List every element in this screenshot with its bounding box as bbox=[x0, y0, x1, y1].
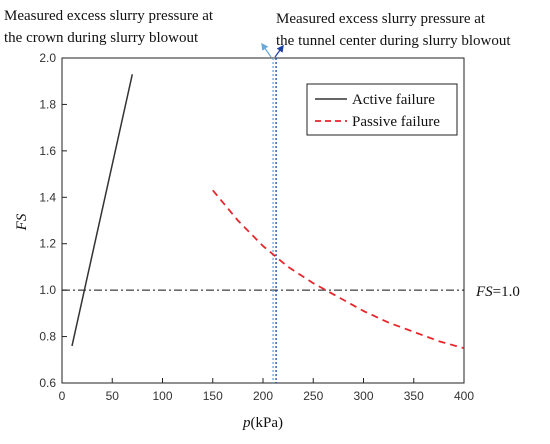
x-tick-label-4: 200 bbox=[253, 389, 273, 403]
x-tick-label-1: 50 bbox=[106, 389, 120, 403]
axis-ticks: 0 50 100 150 200 250 300 350 400 0.6 0.8 1.0 1.2 1.4 1… bbox=[39, 51, 474, 403]
legend-label-active: Active failure bbox=[352, 92, 435, 108]
x-tick-label-0: 0 bbox=[59, 389, 66, 403]
annotation-center-arrow bbox=[274, 44, 284, 58]
vertical-lines bbox=[272, 58, 277, 383]
x-tick-label-3: 150 bbox=[203, 389, 223, 403]
x-tick-label-2: 100 bbox=[152, 389, 172, 403]
annotation-crown-arrow bbox=[261, 42, 272, 58]
y-axis-label: FS bbox=[14, 213, 30, 231]
y-tick-label-7: 2.0 bbox=[39, 51, 56, 65]
annotation-center-line-2: the tunnel center during slurry blowout bbox=[276, 33, 511, 49]
annotation-center: Measured excess slurry pressure at the t… bbox=[276, 11, 511, 49]
y-tick-label-3: 1.2 bbox=[39, 237, 56, 251]
y-tick-label-6: 1.8 bbox=[39, 97, 56, 111]
legend: Active failure Passive failure bbox=[306, 83, 458, 136]
reference-line-label: FS=1.0 bbox=[475, 284, 520, 300]
y-tick-label-2: 1.0 bbox=[39, 283, 56, 297]
y-tick-label-1: 0.8 bbox=[39, 330, 56, 344]
annotation-center-line-1: Measured excess slurry pressure at bbox=[276, 11, 486, 27]
x-tick-label-7: 350 bbox=[404, 389, 424, 403]
y-tick-label-0: 0.6 bbox=[39, 376, 56, 390]
y-tick-label-4: 1.4 bbox=[39, 190, 56, 204]
annotation-crown-line-2: the crown during slurry blowout bbox=[4, 30, 199, 46]
x-tick-label-5: 250 bbox=[303, 389, 323, 403]
legend-box bbox=[306, 83, 458, 136]
x-tick-label-6: 300 bbox=[353, 389, 373, 403]
legend-label-passive: Passive failure bbox=[352, 114, 440, 130]
annotation-crown: Measured excess slurry pressure at the c… bbox=[4, 8, 217, 46]
series-group bbox=[71, 74, 465, 350]
series-passive-failure bbox=[212, 189, 465, 350]
x-tick-label-8: 400 bbox=[454, 389, 474, 403]
y-tick-label-5: 1.6 bbox=[39, 144, 56, 158]
series-active-failure bbox=[71, 74, 134, 347]
annotation-crown-line-1: Measured excess slurry pressure at bbox=[4, 8, 214, 24]
x-axis-label: p(kPa) bbox=[242, 415, 283, 431]
